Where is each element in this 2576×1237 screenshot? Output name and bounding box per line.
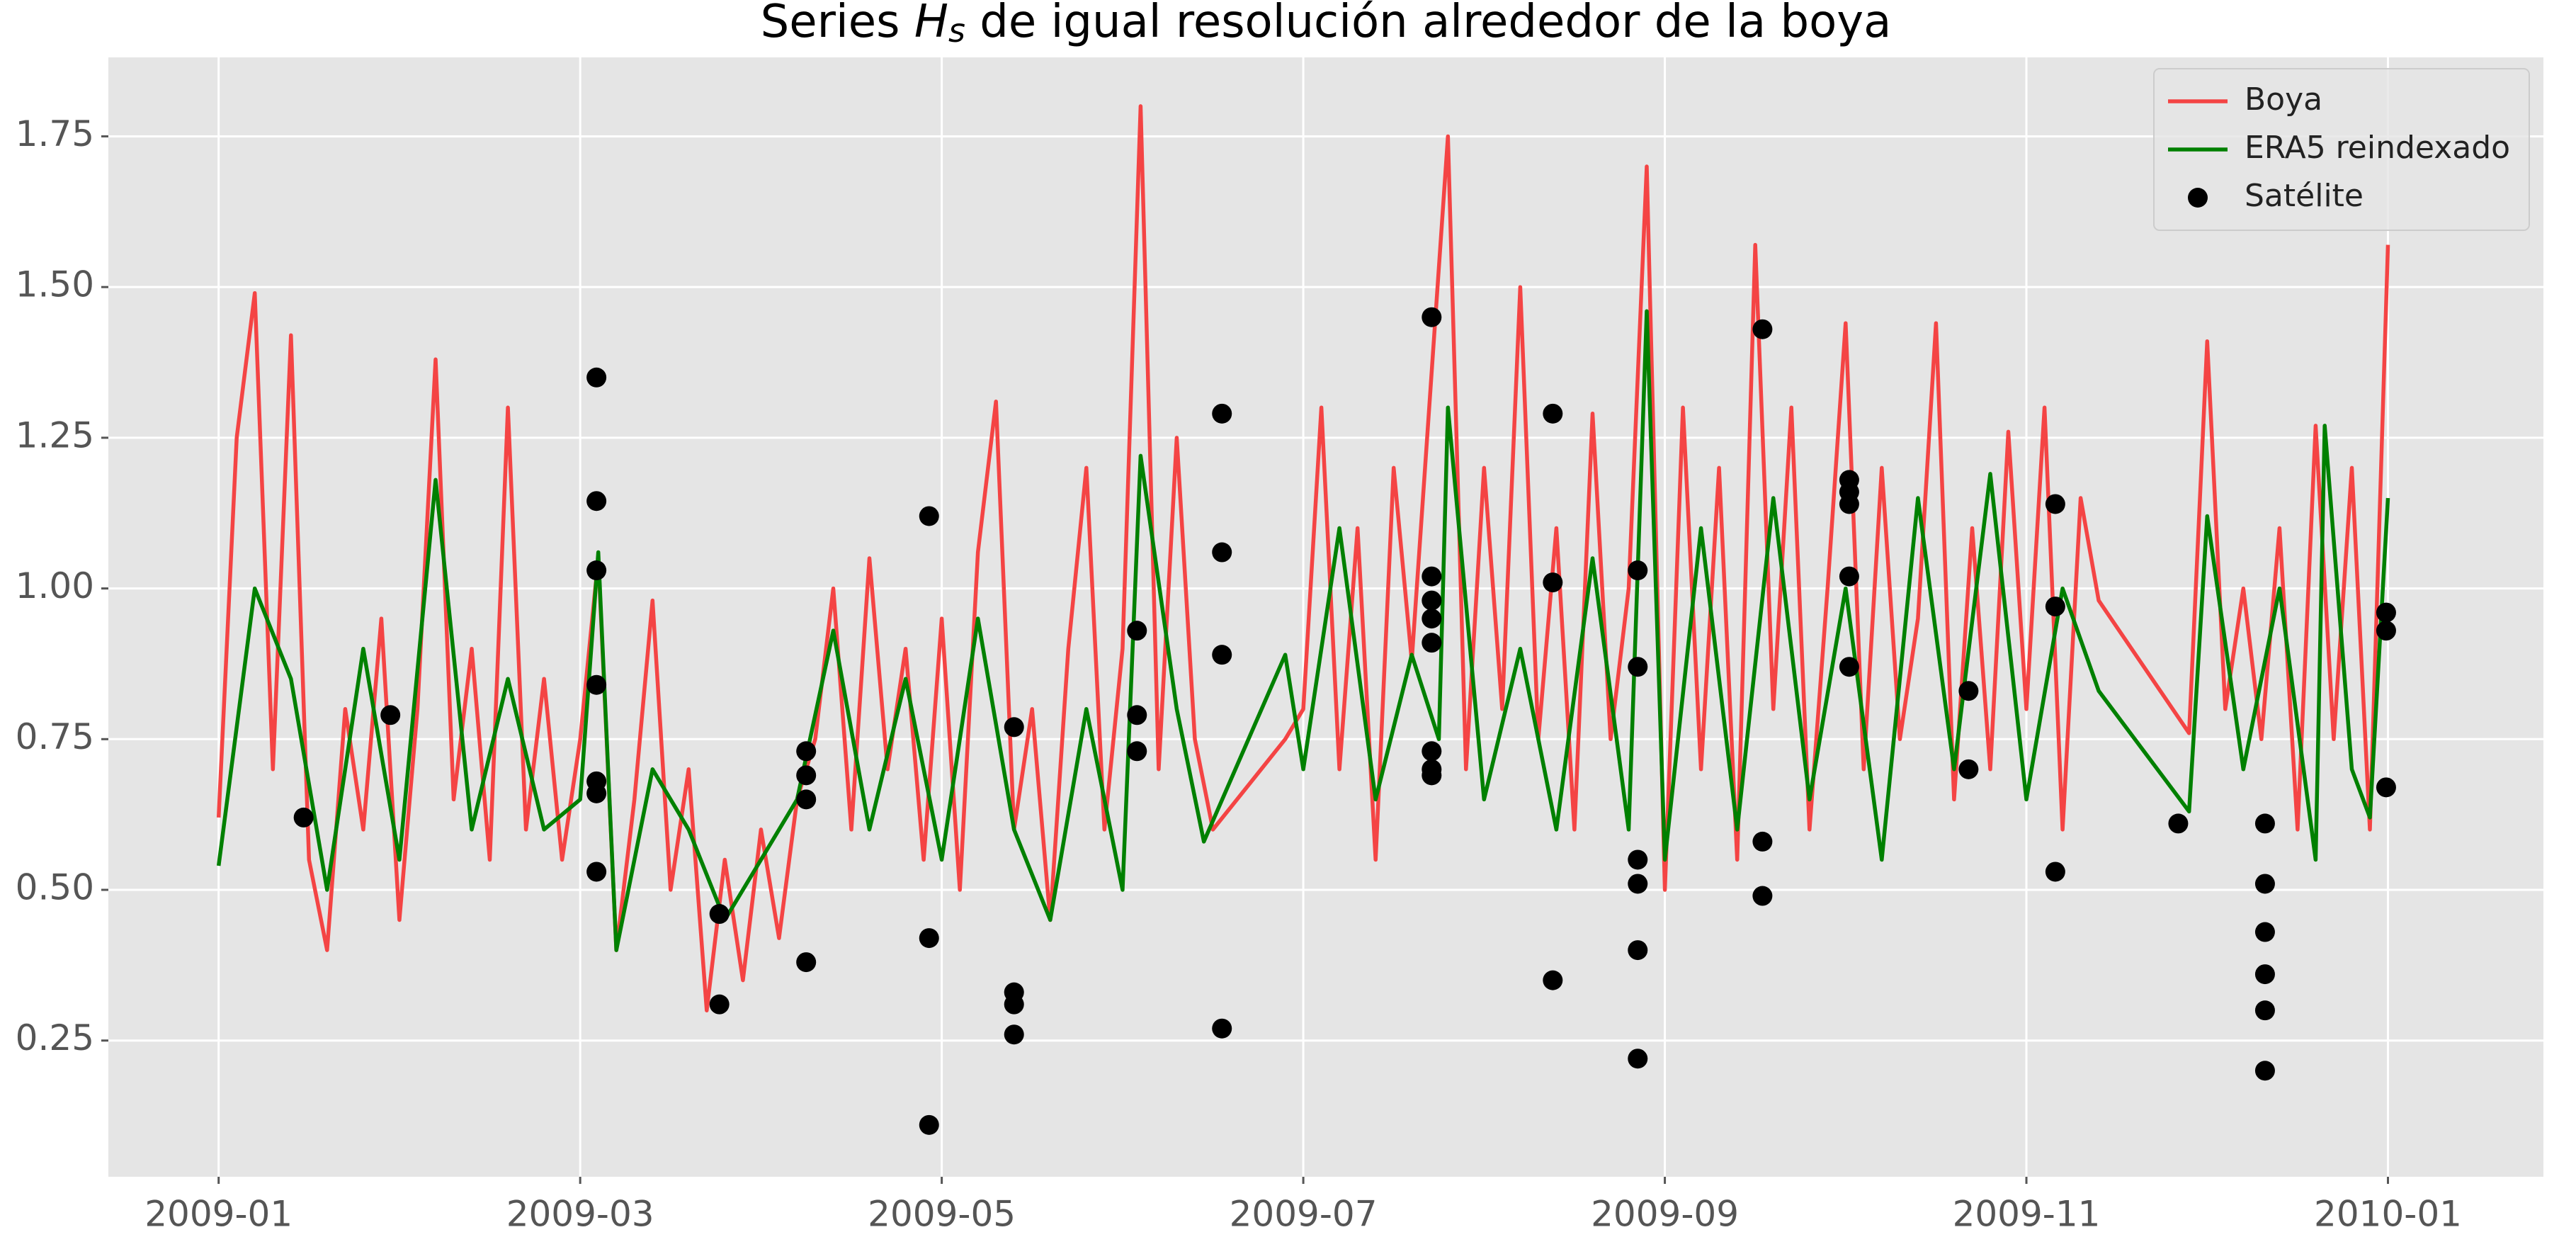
y-tick-label: 0.75 <box>16 716 94 757</box>
scatter-point <box>1628 940 1648 961</box>
scatter-point <box>1004 994 1024 1015</box>
scatter-point <box>586 783 607 803</box>
y-tick-label: 1.25 <box>16 414 94 456</box>
scatter-point <box>1127 705 1147 725</box>
scatter-point <box>586 560 607 581</box>
scatter-point <box>2254 1000 2275 1021</box>
scatter-point <box>1752 831 1773 852</box>
scatter-point <box>1422 307 1442 327</box>
x-tick-label: 2009-01 <box>144 1194 293 1235</box>
scatter-point <box>380 705 401 725</box>
scatter-point <box>293 807 314 828</box>
scatter-point <box>2045 597 2065 617</box>
x-tick-label: 2009-11 <box>1953 1194 2101 1235</box>
scatter-point <box>586 367 607 388</box>
scatter-point <box>1422 609 1442 629</box>
x-tick-label: 2010-01 <box>2314 1194 2462 1235</box>
x-tick-label: 2009-09 <box>1591 1194 1739 1235</box>
x-tick-label: 2009-07 <box>1230 1194 1378 1235</box>
scatter-point <box>1212 645 1232 665</box>
legend-label: Boya <box>2245 81 2322 118</box>
scatter-point <box>919 928 939 949</box>
chart-title: Series Hs de igual resolución alrededor … <box>761 0 1892 50</box>
scatter-point <box>2376 602 2396 623</box>
scatter-point <box>1543 572 1563 593</box>
title-symbol: H <box>914 0 948 48</box>
scatter-point <box>919 1114 939 1135</box>
scatter-point <box>1422 566 1442 587</box>
scatter-point <box>796 789 817 810</box>
scatter-point <box>1127 741 1147 762</box>
y-tick-label: 1.50 <box>16 264 94 305</box>
scatter-point <box>796 765 817 786</box>
legend: Boya ERA5 reindexado Satélite <box>2153 68 2530 231</box>
title-subscript: s <box>948 11 965 50</box>
scatter-point <box>1212 1018 1232 1039</box>
legend-label: Satélite <box>2245 178 2364 214</box>
scatter-point <box>586 491 607 512</box>
y-tick-label: 0.50 <box>16 867 94 908</box>
scatter-point <box>2168 813 2189 834</box>
scatter-point <box>1839 494 1859 514</box>
scatter-point <box>1752 886 1773 906</box>
scatter-point <box>1958 759 1979 779</box>
scatter-point <box>2254 874 2275 894</box>
scatter-point <box>2254 922 2275 942</box>
x-tick-label: 2009-03 <box>506 1194 654 1235</box>
scatter-point <box>1212 542 1232 563</box>
scatter-point <box>1628 1049 1648 1069</box>
scatter-point <box>2376 777 2396 798</box>
title-text: Series <box>761 0 914 48</box>
legend-marker <box>2188 188 2208 208</box>
y-tick-label: 1.00 <box>16 565 94 606</box>
scatter-point <box>1839 566 1859 587</box>
scatter-point <box>1543 970 1563 990</box>
series-line <box>216 104 2390 1012</box>
scatter-point <box>1628 849 1648 870</box>
scatter-point <box>1752 319 1773 339</box>
scatter-point <box>1004 717 1024 738</box>
legend-box <box>2153 68 2530 231</box>
scatter-point <box>2254 964 2275 985</box>
scatter-point <box>796 952 817 973</box>
scatter-point <box>1004 1024 1024 1045</box>
scatter-point <box>1543 403 1563 424</box>
scatter-point <box>1422 633 1442 653</box>
scatter-point <box>1839 657 1859 677</box>
scatter-point <box>919 506 939 526</box>
scatter-point <box>2376 621 2396 641</box>
scatter-point <box>1628 657 1648 677</box>
scatter-point <box>1127 621 1147 641</box>
scatter-point <box>1422 765 1442 786</box>
scatter-point <box>1212 403 1232 424</box>
scatter-point <box>709 994 730 1015</box>
scatter-point <box>1628 874 1648 894</box>
scatter-point <box>2254 813 2275 834</box>
scatter-point <box>1422 590 1442 611</box>
scatter-point <box>1628 560 1648 581</box>
scatter-point <box>2045 494 2065 514</box>
scatter-point <box>1958 681 1979 701</box>
y-tick-label: 0.25 <box>16 1017 94 1058</box>
scatter-point <box>796 741 817 762</box>
scatter-point <box>586 674 607 695</box>
scatter-point <box>2254 1061 2275 1081</box>
scatter-point <box>586 862 607 882</box>
scatter-point <box>1422 741 1442 762</box>
legend-label: ERA5 reindexado <box>2245 130 2510 166</box>
y-tick-label: 1.75 <box>16 113 94 154</box>
title-text: de igual resolución alrededor de la boya <box>965 0 1891 48</box>
scatter-point <box>709 904 730 925</box>
scatter-point <box>2045 862 2065 882</box>
x-tick-label: 2009-05 <box>868 1194 1016 1235</box>
series-line <box>216 309 2390 952</box>
